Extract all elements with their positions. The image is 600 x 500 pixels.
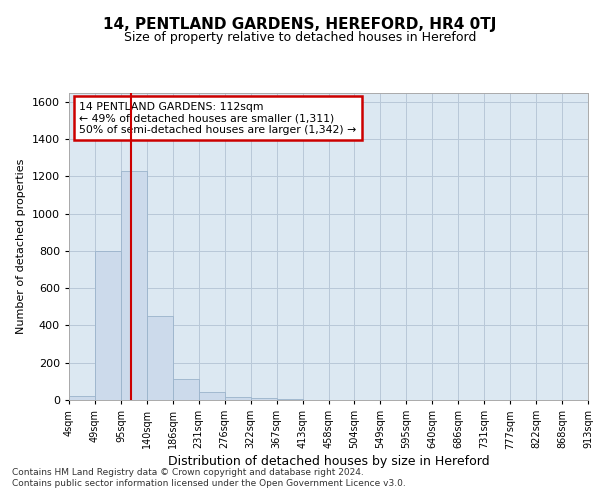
- Text: 14, PENTLAND GARDENS, HEREFORD, HR4 0TJ: 14, PENTLAND GARDENS, HEREFORD, HR4 0TJ: [103, 18, 497, 32]
- Text: Size of property relative to detached houses in Hereford: Size of property relative to detached ho…: [124, 31, 476, 44]
- Bar: [251, 398, 277, 400]
- Bar: [277, 399, 302, 400]
- Bar: [69, 396, 95, 400]
- Bar: [147, 316, 173, 400]
- Bar: [121, 171, 147, 400]
- Text: Contains HM Land Registry data © Crown copyright and database right 2024.
Contai: Contains HM Land Registry data © Crown c…: [12, 468, 406, 487]
- Y-axis label: Number of detached properties: Number of detached properties: [16, 158, 26, 334]
- Bar: [173, 378, 199, 400]
- Bar: [225, 397, 251, 400]
- Bar: [199, 392, 224, 400]
- Text: 14 PENTLAND GARDENS: 112sqm
← 49% of detached houses are smaller (1,311)
50% of : 14 PENTLAND GARDENS: 112sqm ← 49% of det…: [79, 102, 356, 135]
- Bar: [95, 251, 121, 400]
- X-axis label: Distribution of detached houses by size in Hereford: Distribution of detached houses by size …: [167, 456, 490, 468]
